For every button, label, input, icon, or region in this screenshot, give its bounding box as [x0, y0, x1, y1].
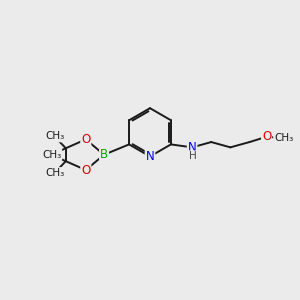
- Text: CH₃: CH₃: [42, 150, 61, 160]
- Text: H: H: [189, 151, 196, 161]
- Text: N: N: [146, 150, 154, 163]
- Text: O: O: [81, 133, 90, 146]
- Text: CH₃: CH₃: [42, 150, 61, 160]
- Text: CH₃: CH₃: [274, 133, 293, 143]
- Text: O: O: [81, 164, 90, 176]
- Text: O: O: [262, 130, 271, 143]
- Text: CH₃: CH₃: [45, 131, 64, 142]
- Text: B: B: [100, 148, 108, 161]
- Text: N: N: [188, 141, 197, 154]
- Text: CH₃: CH₃: [45, 168, 64, 178]
